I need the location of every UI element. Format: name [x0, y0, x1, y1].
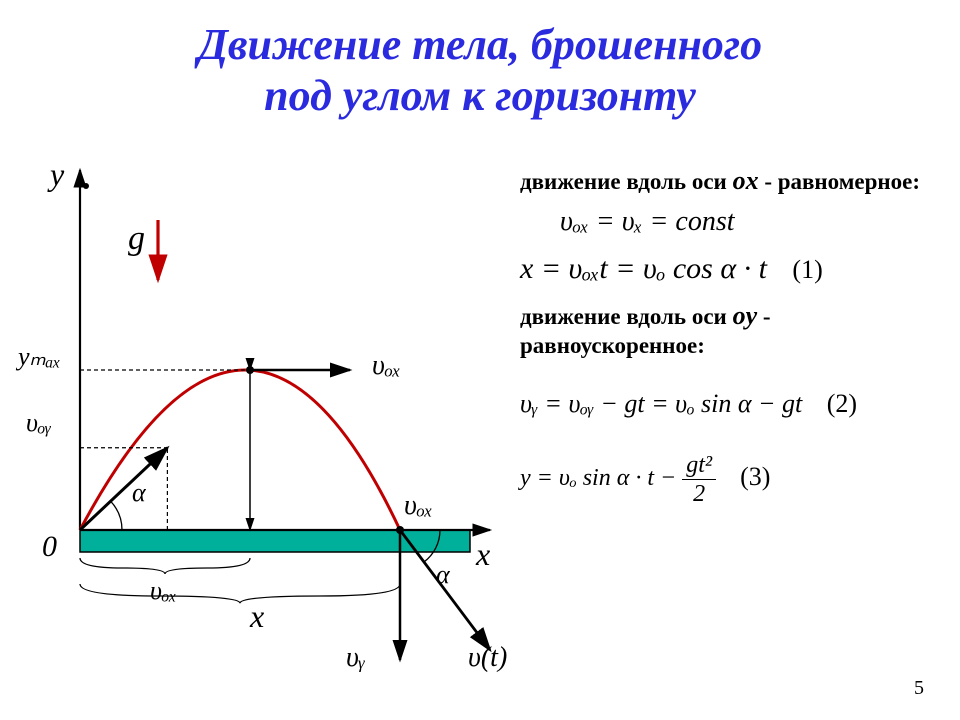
diagram-svg [20, 160, 510, 700]
label-x-var: x [250, 598, 264, 635]
eq-vy-body: υᵧ = υₒᵧ − gt = υₒ sin α − gt [520, 389, 802, 418]
slide: Движение тела, брошенного под углом к го… [0, 0, 960, 720]
label-g: g [128, 220, 145, 258]
ox-axis: ox [733, 166, 759, 195]
eq-x: x = υₒₓt = υₒ cos α · t (1) [520, 252, 950, 286]
label-vt: υ(t) [468, 642, 507, 674]
oy-prefix: движение вдоль оси [520, 304, 733, 329]
label-vy: υᵧ [346, 642, 365, 674]
label-alpha2: α [436, 560, 450, 590]
ox-suffix: - равномерное: [759, 169, 920, 194]
eq-y-eqnum: (3) [740, 462, 770, 491]
label-alpha1: α [132, 478, 146, 508]
oy-motion-label: движение вдоль оси oy - равноускоренное: [520, 300, 950, 361]
label-ymax: yₘₐₓ [18, 342, 61, 372]
slide-title: Движение тела, брошенного под углом к го… [0, 20, 960, 121]
label-vox-land: υₒₓ [404, 490, 433, 522]
eq-y: y = υₒ sin α · t − gt² 2 (3) [520, 453, 950, 506]
eq-vy: υᵧ = υₒᵧ − gt = υₒ sin α − gt (2) [520, 389, 950, 419]
eq-x-body: x = υₒₓt = υₒ cos α · t [520, 252, 767, 285]
title-line2: под углом к горизонту [264, 71, 696, 120]
label-x-axis: x [476, 536, 490, 573]
eq-y-left: y = υₒ sin α · t − [520, 465, 676, 491]
page-number: 5 [914, 677, 924, 700]
title-line1: Движение тела, брошенного [198, 20, 762, 69]
ox-prefix: движение вдоль оси [520, 169, 733, 194]
label-vox-top: υₒₓ [372, 350, 401, 382]
eq-y-num-frac: gt² [682, 453, 716, 480]
eq-y-frac: gt² 2 [682, 453, 716, 506]
ox-motion-label: движение вдоль оси ox - равномерное: [520, 165, 950, 198]
eq-x-num: (1) [792, 255, 822, 284]
oy-axis: oy [733, 301, 758, 330]
label-vox-brace: υₒₓ [150, 576, 177, 606]
label-origin: 0 [42, 530, 57, 564]
eq-vy-num: (2) [827, 389, 857, 418]
equations-block: движение вдоль оси ox - равномерное: υₒₓ… [520, 165, 950, 520]
eq-y-den-frac: 2 [682, 480, 716, 506]
label-y-axis: y [50, 156, 64, 193]
eq-vox-const: υₒₓ = υₓ = const [560, 206, 950, 238]
label-voy: υₒᵧ [26, 408, 51, 438]
projectile-diagram: y g yₘₐₓ υₒᵧ υₒₓ υₒₓ α α 0 x υₒₓ x υᵧ υ(… [20, 160, 510, 700]
